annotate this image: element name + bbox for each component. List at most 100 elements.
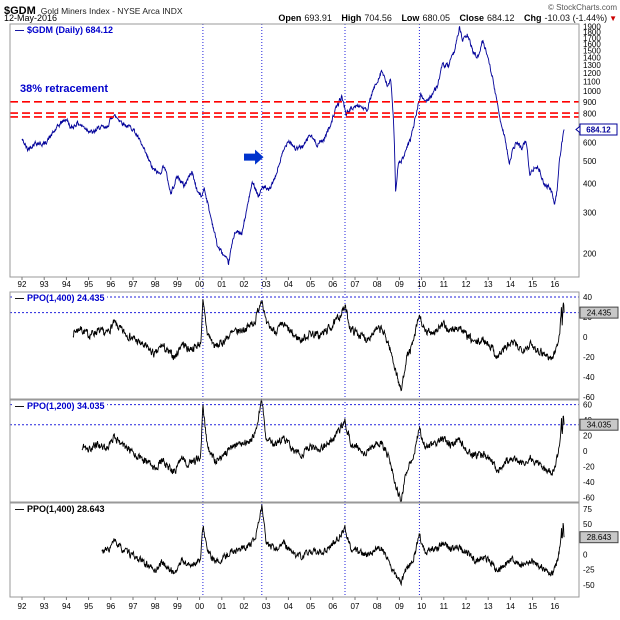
x-axis-year-label: 05 <box>306 280 315 289</box>
x-axis-year-label: 05 <box>306 602 315 611</box>
x-axis-year-label: 94 <box>62 602 71 611</box>
last-value-box <box>579 123 618 136</box>
chart-header: $GDM Gold Miners Index - NYSE Arca INDX ©… <box>4 1 617 17</box>
x-axis-year-label: 02 <box>240 602 249 611</box>
chg-value: -10.03 (-1.44%) <box>544 12 608 23</box>
y-axis-tick-label: -50 <box>583 581 595 590</box>
y-axis-tick-label: -60 <box>583 493 595 502</box>
x-axis-year-label: 09 <box>395 602 404 611</box>
last-value-box <box>579 531 619 544</box>
y-axis-tick-label: 1200 <box>583 69 601 78</box>
x-axis-year-label: 10 <box>417 602 426 611</box>
x-axis-year-label: 00 <box>195 602 204 611</box>
x-axis-year-label: 02 <box>240 280 249 289</box>
x-axis-year-label: 99 <box>173 602 182 611</box>
y-axis-tick-label: 75 <box>583 505 592 514</box>
low-value: 680.05 <box>422 12 450 23</box>
x-axis-year-label: 95 <box>84 602 93 611</box>
ppo3-series-line <box>101 504 565 587</box>
open-label: Open <box>278 12 302 23</box>
x-axis-year-label: 15 <box>528 280 537 289</box>
x-axis-year-label: 06 <box>328 602 337 611</box>
ppo3-legend: — PPO(1,400) 28.643 <box>13 504 107 514</box>
y-axis-tick-label: 50 <box>583 520 592 529</box>
x-axis-year-label: 03 <box>262 280 271 289</box>
y-axis-tick-label: 800 <box>583 110 597 119</box>
ppo2-legend-text: PPO(1,200) 34.035 <box>27 401 105 411</box>
y-axis-tick-label: -60 <box>583 393 595 402</box>
last-value-text: 34.035 <box>587 421 612 430</box>
chg-label: Chg <box>524 12 542 23</box>
x-axis-year-label: 95 <box>84 280 93 289</box>
y-axis-tick-label: -25 <box>583 566 595 575</box>
x-axis-year-label: 09 <box>395 280 404 289</box>
x-axis-year-label: 01 <box>217 602 226 611</box>
symbol-description: Gold Miners Index - NYSE Arca INDX <box>40 6 183 16</box>
symbol-label: $GDM <box>4 5 36 17</box>
x-axis-year-label: 14 <box>506 602 515 611</box>
y-axis-tick-label: 1900 <box>583 23 601 32</box>
y-axis-tick-label: 1800 <box>583 28 601 37</box>
ohlc-readout: Open 693.91 High 704.56 Low 680.05 Close 684… <box>278 13 617 23</box>
ppo1-series-line <box>72 299 565 392</box>
last-value-text: 24.435 <box>587 309 612 318</box>
close-value: 684.12 <box>487 12 515 23</box>
ppo1-legend-text: PPO(1,400) 24.435 <box>27 293 105 303</box>
high-value: 704.56 <box>364 12 392 23</box>
x-axis-year-label: 08 <box>373 602 382 611</box>
y-axis-tick-label: 900 <box>583 98 597 107</box>
x-axis-year-label: 14 <box>506 280 515 289</box>
y-axis-tick-label: 1700 <box>583 34 601 43</box>
x-axis-year-label: 98 <box>151 280 160 289</box>
y-axis-tick-label: 500 <box>583 157 597 166</box>
x-axis-year-label: 06 <box>328 280 337 289</box>
y-axis-tick-label: 0 <box>583 333 588 342</box>
x-axis-year-label: 10 <box>417 280 426 289</box>
x-axis-year-label: 16 <box>550 280 559 289</box>
y-axis-tick-label: -20 <box>583 353 595 362</box>
legend-dash: — <box>15 401 24 411</box>
x-axis-year-label: 97 <box>129 602 138 611</box>
y-axis-tick-label: 0 <box>583 447 588 456</box>
y-axis-tick-label: 40 <box>583 293 592 302</box>
y-axis-tick-label: 1400 <box>583 53 601 62</box>
quote-row: 12-May-2016 Open 693.91 High 704.56 Low 680… <box>4 13 617 24</box>
main-panel-border <box>9 23 580 278</box>
right-arrow-annotation <box>244 149 264 165</box>
x-axis-year-label: 92 <box>18 602 27 611</box>
legend-dash: — <box>15 293 24 303</box>
x-axis-year-label: 15 <box>528 602 537 611</box>
ppo2-panel-border <box>9 399 580 503</box>
y-axis-tick-label: -40 <box>583 373 595 382</box>
x-axis-year-label: 08 <box>373 280 382 289</box>
close-label: Close <box>459 12 484 23</box>
x-axis-year-label: 92 <box>18 280 27 289</box>
x-axis-year-label: 11 <box>440 280 449 289</box>
y-axis-tick-label: 1600 <box>583 40 601 49</box>
y-axis-tick-label: 200 <box>583 249 597 258</box>
x-axis-year-label: 96 <box>106 602 115 611</box>
ppo1-legend: — PPO(1,400) 24.435 <box>13 293 107 303</box>
x-axis-year-label: 12 <box>462 280 471 289</box>
y-axis-tick-label: 600 <box>583 139 597 148</box>
x-axis-year-label: 96 <box>106 280 115 289</box>
last-value-text: 28.643 <box>587 533 612 542</box>
ppo2-legend: — PPO(1,200) 34.035 <box>13 401 107 411</box>
retracement-annotation: 38% retracement <box>20 83 109 95</box>
y-axis-tick-label: 0 <box>583 551 588 560</box>
x-axis-year-label: 01 <box>217 280 226 289</box>
x-axis-year-label: 93 <box>40 280 49 289</box>
x-axis-year-label: 07 <box>351 280 360 289</box>
last-value-box <box>579 306 619 319</box>
x-axis-year-label: 04 <box>284 280 293 289</box>
x-axis-year-label: 94 <box>62 280 71 289</box>
chg-down-triangle-icon: ▼ <box>609 13 617 23</box>
legend-dash: — <box>15 25 24 35</box>
ppo3-legend-text: PPO(1,400) 28.643 <box>27 504 105 514</box>
y-axis-tick-label: 400 <box>583 180 597 189</box>
x-axis-year-label: 03 <box>262 602 271 611</box>
x-axis-year-label: 13 <box>484 602 493 611</box>
x-axis-year-label: 99 <box>173 280 182 289</box>
